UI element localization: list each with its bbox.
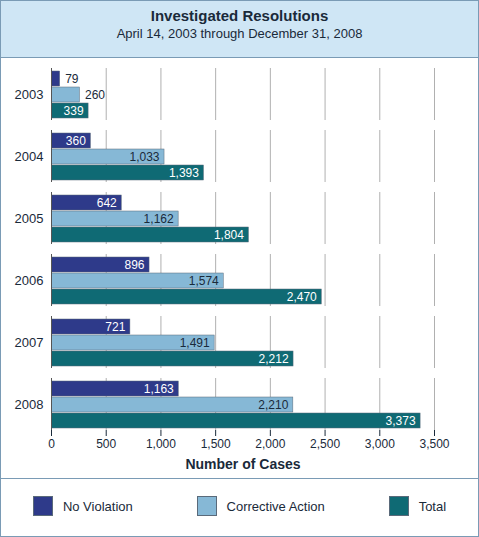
svg-text:2,212: 2,212 [259,352,289,366]
svg-text:1,000: 1,000 [146,437,176,451]
svg-text:3,373: 3,373 [386,414,416,428]
svg-text:2007: 2007 [15,335,44,350]
svg-text:2005: 2005 [15,211,44,226]
svg-text:1,163: 1,163 [144,382,174,396]
svg-text:3,500: 3,500 [419,437,449,451]
svg-text:2006: 2006 [15,273,44,288]
svg-text:79: 79 [65,72,79,86]
svg-text:1,033: 1,033 [130,150,160,164]
html-text:April 14, 2003 through Decembe: April 14, 2003 through December 31, 2008 [116,26,363,41]
svg-text:500: 500 [96,437,116,451]
svg-text:1,393: 1,393 [169,166,199,180]
svg-text:2,210: 2,210 [258,398,288,412]
svg-text:0: 0 [48,437,55,451]
svg-text:2,000: 2,000 [255,437,285,451]
html-text:Corrective Action: Corrective Action [226,498,325,514]
svg-text:1,500: 1,500 [201,437,231,451]
html-text:No Violation: No Violation [62,498,133,514]
svg-text:260: 260 [85,88,105,102]
svg-text:2,500: 2,500 [310,437,340,451]
svg-text:Number of Cases: Number of Cases [185,456,300,472]
svg-text:1,491: 1,491 [180,336,210,350]
svg-text:896: 896 [125,258,145,272]
svg-text:1,574: 1,574 [189,274,219,288]
svg-text:360: 360 [66,134,86,148]
svg-text:2003: 2003 [15,87,44,102]
svg-text:1,162: 1,162 [144,212,174,226]
svg-text:642: 642 [97,196,117,210]
svg-text:2004: 2004 [15,149,44,164]
svg-text:3,000: 3,000 [365,437,395,451]
html-text:Total: Total [418,498,447,514]
svg-text:721: 721 [105,320,125,334]
svg-text:2008: 2008 [15,397,44,412]
html-text:Investigated Resolutions: Investigated Resolutions [150,7,329,24]
svg-text:339: 339 [64,104,84,118]
svg-text:1,804: 1,804 [214,228,244,242]
svg-text:2,470: 2,470 [287,290,317,304]
